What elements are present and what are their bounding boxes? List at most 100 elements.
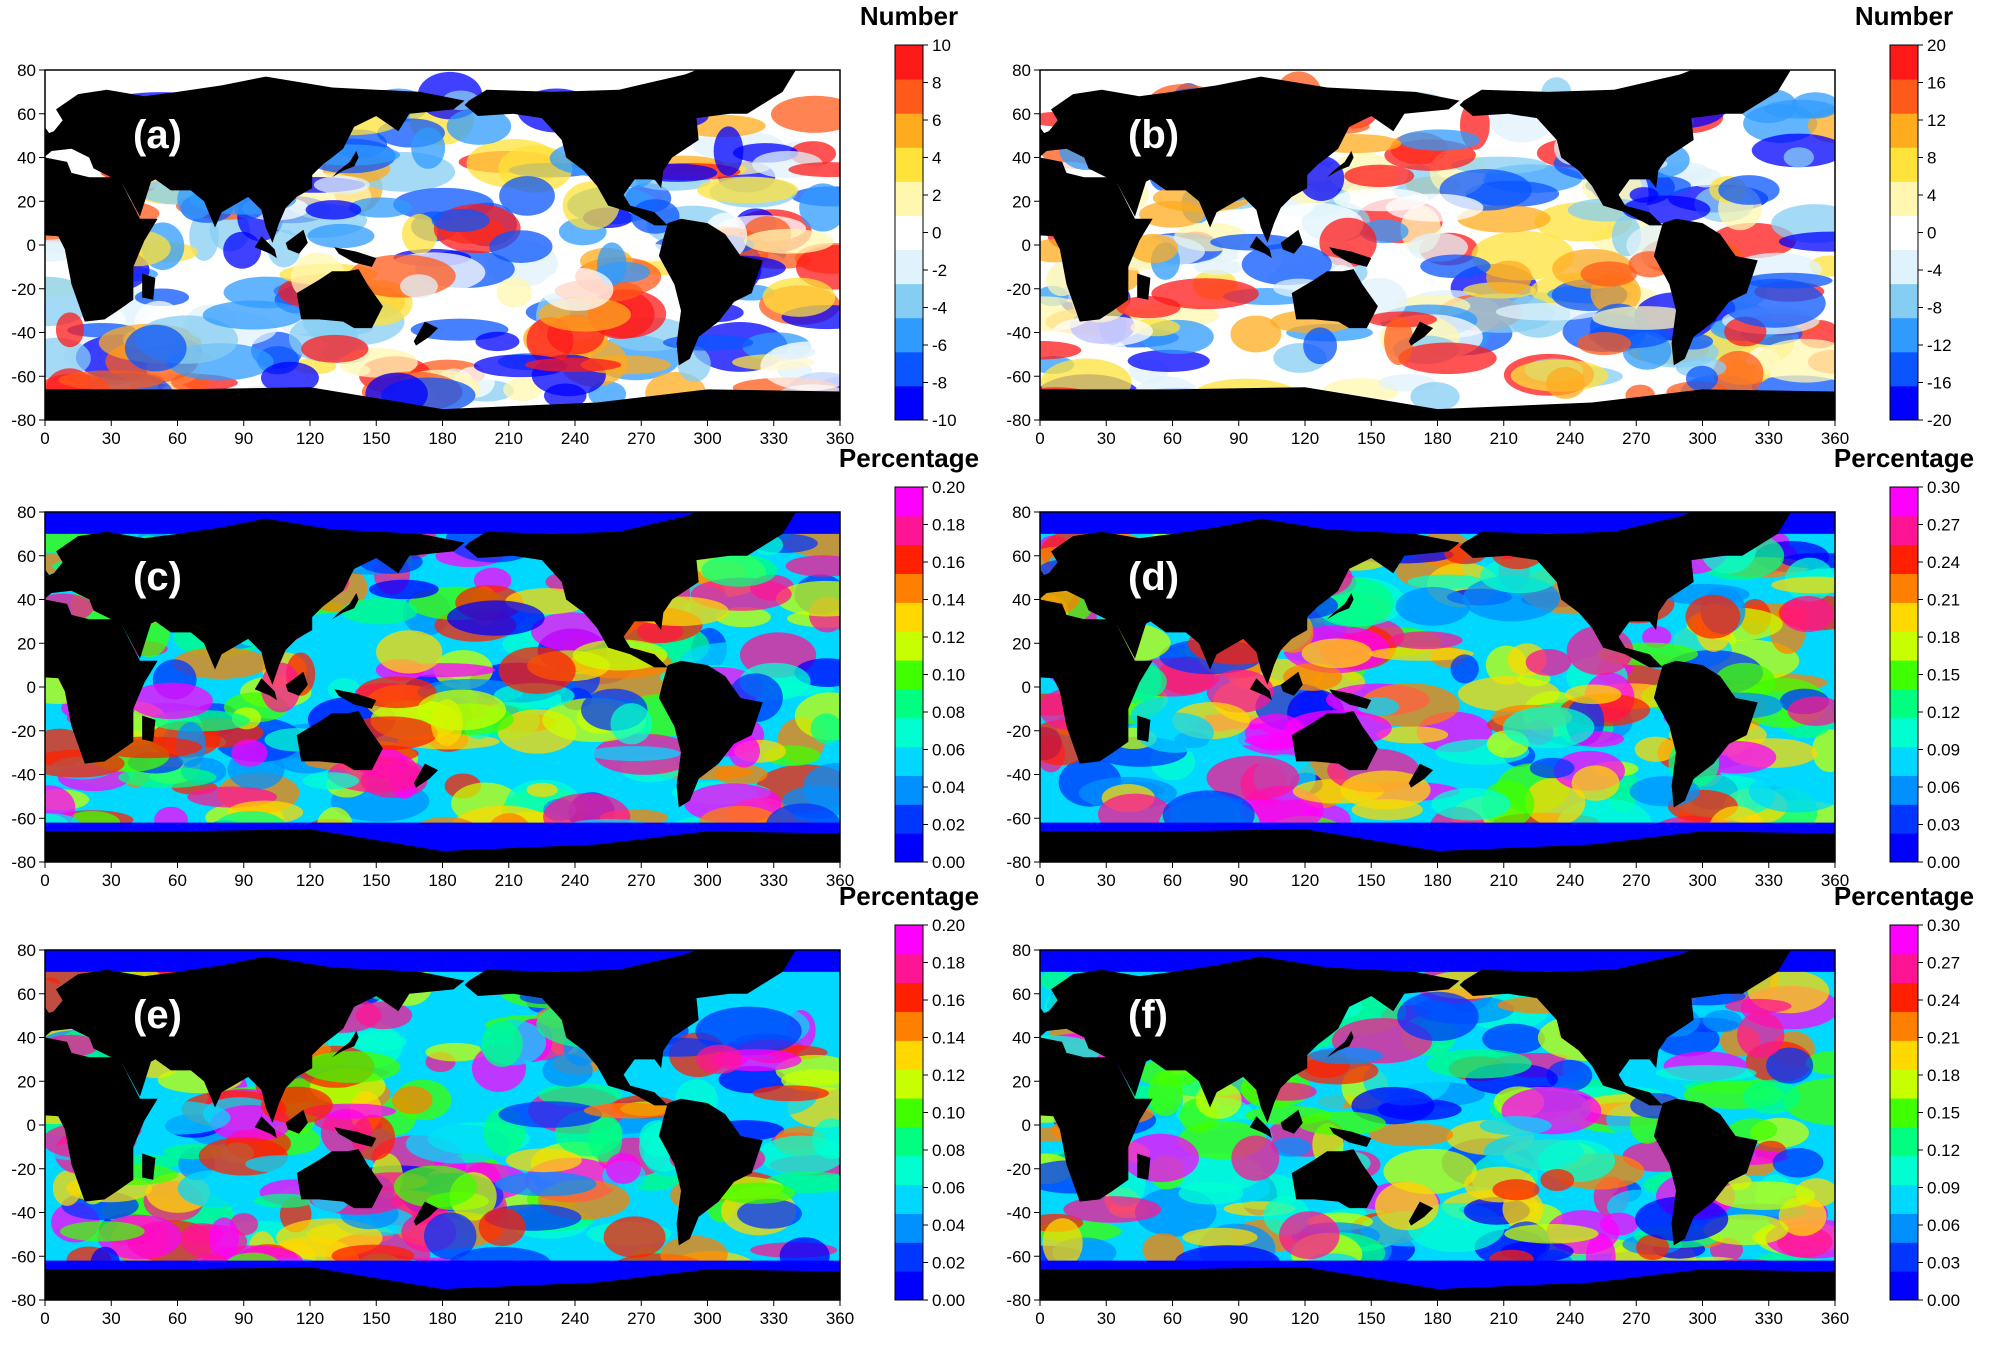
colorbar-tick-label: 0.03 (1927, 1254, 1960, 1273)
colorbar-segment (1890, 515, 1918, 546)
colorbar-segment (1890, 982, 1918, 1013)
colorbar-tick-label: 0.00 (1927, 1291, 1960, 1310)
colorbar: 0.30 0.27 0.24 0.21 0.18 0.15 0.12 0.09 0.06 0.03… (1834, 881, 1974, 1310)
field-patch (1524, 777, 1586, 826)
field-patch (572, 639, 668, 671)
land-mask (1040, 70, 1835, 420)
panel-b: 0 30 60 90 120 150 180 210 240 270 300 330 360806040… (1006, 1, 1953, 448)
field-patch (45, 337, 91, 379)
landmass (1327, 1030, 1354, 1058)
colorbar-segment (1890, 804, 1918, 834)
colorbar-tick-label: 16 (1927, 74, 1946, 93)
field-patch (595, 261, 651, 283)
colorbar-segment (1890, 1155, 1918, 1186)
landmass (1040, 569, 1045, 576)
field-patch (1206, 755, 1300, 801)
colorbar-segment (1890, 147, 1918, 182)
x-tick-label: 300 (693, 429, 721, 448)
colorbar-tick-label: -2 (932, 261, 947, 280)
y-tick-label: 0 (1022, 236, 1031, 255)
landmass (45, 157, 158, 322)
landmass (1040, 76, 1460, 243)
y-tick-label: 80 (1012, 61, 1031, 80)
landmass (685, 512, 796, 556)
field-patch (489, 230, 553, 264)
colorbar-segment (895, 45, 923, 80)
field-patch (400, 274, 438, 299)
field-patch (1319, 217, 1377, 268)
field-patch (1580, 261, 1637, 287)
field-patch (60, 1221, 145, 1242)
colorbar-segment (1890, 249, 1918, 285)
landmass (1459, 512, 1769, 668)
colorbar-tick-label: 0.00 (932, 853, 965, 872)
field-patch (701, 554, 778, 587)
x-tick-label: 180 (1423, 1309, 1451, 1328)
y-tick-label: 20 (17, 1072, 36, 1091)
field-patch (1303, 327, 1338, 365)
colorbar-tick-label: 0 (932, 224, 941, 243)
y-tick-label: 60 (17, 547, 36, 566)
colorbar-title: Percentage (839, 443, 979, 473)
y-tick-label: 20 (1012, 192, 1031, 211)
x-tick-label: 150 (362, 1309, 390, 1328)
colorbar-tick-label: 8 (932, 74, 941, 93)
field-patch (762, 277, 836, 317)
field-patch (1340, 770, 1431, 810)
field-patch (1718, 175, 1780, 205)
landmass (1040, 1007, 1045, 1014)
colorbar-tick-label: 0.00 (932, 1291, 965, 1310)
x-tick-label: 360 (1821, 1309, 1849, 1328)
field-patch (177, 1169, 252, 1208)
x-tick-label: 30 (102, 871, 121, 890)
x-tick-label: 0 (40, 429, 49, 448)
x-tick-label: 30 (102, 429, 121, 448)
landmass (45, 387, 840, 420)
colorbar-segment (895, 1126, 923, 1157)
colorbar-tick-label: 0.06 (932, 1179, 965, 1198)
x-tick-label: 180 (428, 1309, 456, 1328)
field-patch (431, 208, 490, 233)
colorbar-segment (1890, 1011, 1918, 1041)
field-patch (202, 300, 304, 330)
field-patch (499, 176, 555, 216)
x-tick-label: 120 (296, 1309, 324, 1328)
colorbar-tick-label: 0.14 (932, 591, 965, 610)
field-patch (1529, 757, 1575, 779)
y-tick-label: -60 (1006, 1247, 1031, 1266)
colorbar-segment (895, 181, 923, 216)
y-tick-label: 40 (17, 149, 36, 168)
landmass (1291, 269, 1378, 329)
colorbar-tick-label: 0.14 (932, 1029, 965, 1048)
field-patch (1397, 991, 1479, 1041)
y-tick-label: 20 (17, 634, 36, 653)
x-tick-label: 300 (1688, 871, 1716, 890)
colorbar-tick-label: 4 (1927, 186, 1936, 205)
field-patch (313, 175, 370, 194)
x-tick-label: 90 (1229, 871, 1248, 890)
colorbar-segment (895, 283, 923, 319)
landmass (1291, 1149, 1378, 1209)
field-patch (1504, 1223, 1599, 1244)
field-patch (498, 1101, 603, 1128)
landmass (1329, 247, 1372, 267)
landmass (45, 829, 840, 862)
field-patch (524, 357, 622, 372)
x-tick-label: 150 (1357, 1309, 1385, 1328)
colorbar-segment (895, 1271, 923, 1301)
field-patch (1777, 1226, 1833, 1258)
x-tick-label: 180 (1423, 429, 1451, 448)
x-tick-label: 90 (234, 429, 253, 448)
y-tick-label: -20 (1006, 1160, 1031, 1179)
colorbar-segment (1890, 1213, 1918, 1243)
y-tick-label: 20 (17, 192, 36, 211)
colorbar-tick-label: 0.15 (1927, 1104, 1960, 1123)
colorbar-tick-label: 0.09 (1927, 741, 1960, 760)
landmass (413, 321, 439, 346)
field-patch (1642, 626, 1672, 649)
colorbar-segment (1890, 385, 1918, 421)
landmass (1459, 70, 1769, 226)
field-patch (1301, 638, 1373, 669)
colorbar-tick-label: 0.20 (932, 916, 965, 935)
